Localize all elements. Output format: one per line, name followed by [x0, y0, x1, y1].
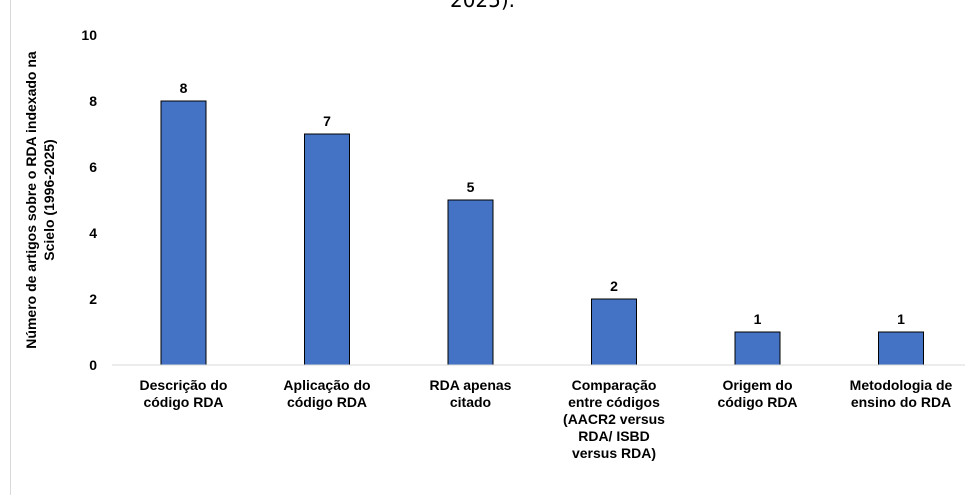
y-axis-ticks: 0 2 4 6 8 10: [81, 27, 97, 373]
category-label: Aplicação do código RDA: [283, 377, 370, 410]
category-label: Metodologia de ensino do RDA: [850, 377, 953, 410]
category-labels: Descrição do código RDA Aplicação do código…: [140, 377, 953, 461]
y-tick-label: 6: [89, 159, 97, 175]
category-label: Origem do código RDA: [717, 377, 797, 410]
y-tick-label: 8: [89, 93, 97, 109]
data-label: 7: [323, 113, 331, 129]
y-tick-label: 2: [89, 291, 97, 307]
data-label: 1: [754, 311, 762, 327]
category-label: Comparação entre códigos (AACR2 versus RDA/…: [563, 377, 665, 461]
bar: [160, 100, 207, 366]
chart-frame: [10, 0, 965, 495]
y-tick-label: 4: [89, 225, 97, 241]
y-axis-label: Número de artigos sobre o RDA indexado n…: [23, 51, 57, 349]
chart-title-fragment: 2025).: [449, 0, 516, 12]
y-tick-label: 0: [89, 357, 97, 373]
category-label: RDA apenas citado: [430, 377, 512, 410]
y-axis-title: Número de artigos sobre o RDA indexado n…: [23, 51, 57, 349]
data-label: 1: [897, 311, 905, 327]
bar: [304, 133, 350, 366]
bars: [160, 100, 924, 366]
data-label: 8: [180, 80, 188, 96]
bar: [878, 331, 924, 366]
data-labels: 8 7 5 2 1 1: [180, 80, 906, 327]
bar: [591, 298, 637, 366]
bar: [734, 331, 781, 366]
category-label: Descrição do código RDA: [140, 377, 228, 410]
data-label: 2: [610, 278, 618, 294]
data-label: 5: [467, 179, 475, 195]
bar: [447, 199, 494, 366]
y-tick-label: 10: [81, 27, 97, 43]
